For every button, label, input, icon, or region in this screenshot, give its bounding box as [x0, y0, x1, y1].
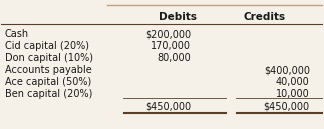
- Text: $400,000: $400,000: [264, 65, 310, 75]
- Text: Cash: Cash: [5, 29, 29, 39]
- Text: Accounts payable: Accounts payable: [5, 65, 91, 75]
- Text: Cid capital (20%): Cid capital (20%): [5, 41, 88, 51]
- Text: Debits: Debits: [159, 11, 197, 22]
- Text: 10,000: 10,000: [276, 89, 310, 99]
- Text: Ben capital (20%): Ben capital (20%): [5, 89, 92, 99]
- Text: 170,000: 170,000: [151, 41, 191, 51]
- Text: $450,000: $450,000: [145, 101, 191, 111]
- Text: Ace capital (50%): Ace capital (50%): [5, 77, 91, 87]
- Text: Credits: Credits: [244, 11, 286, 22]
- Text: Don capital (10%): Don capital (10%): [5, 53, 93, 63]
- Text: $450,000: $450,000: [264, 101, 310, 111]
- Text: 40,000: 40,000: [276, 77, 310, 87]
- Text: 80,000: 80,000: [157, 53, 191, 63]
- Text: $200,000: $200,000: [145, 29, 191, 39]
